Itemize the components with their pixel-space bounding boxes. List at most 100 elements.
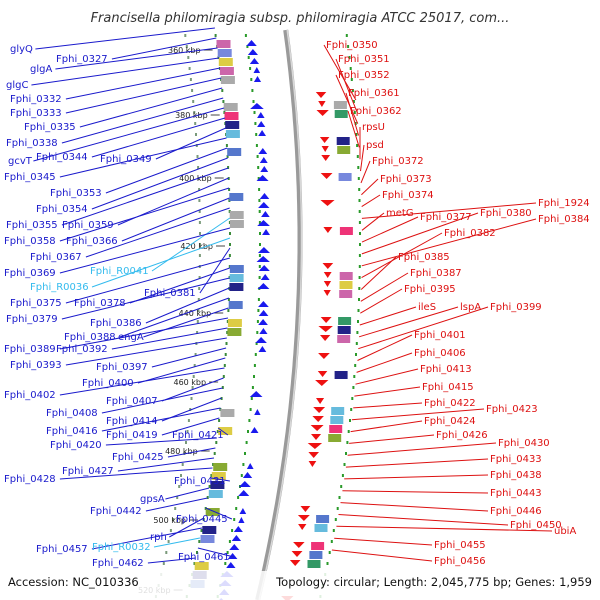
gene-label[interactable]: Fphi_0422 xyxy=(424,398,476,409)
gene-label[interactable]: Fphi_0366 xyxy=(66,236,118,247)
gene-label[interactable]: Fphi_0362 xyxy=(350,106,402,117)
gene-label[interactable]: Fphi_R0036 xyxy=(30,282,89,293)
gene-label[interactable]: Fphi_0402 xyxy=(4,390,56,401)
gene-label[interactable]: Fphi_0462 xyxy=(92,558,144,569)
gene-label[interactable]: Fphi_0354 xyxy=(36,204,88,215)
gene-label[interactable]: glyQ xyxy=(10,44,33,55)
gene-label[interactable]: Fphi_0358 xyxy=(4,236,56,247)
gene-label[interactable]: Fphi_0433 xyxy=(490,454,542,465)
gene-label[interactable]: Fphi_0388 xyxy=(64,332,116,343)
gene-label[interactable]: gcvT xyxy=(8,156,33,167)
gene-label[interactable]: metG xyxy=(386,208,414,219)
gene-label[interactable]: Fphi_0393 xyxy=(10,360,62,371)
gene-label[interactable]: Fphi_0423 xyxy=(486,404,538,415)
gene-label[interactable]: Fphi_0442 xyxy=(90,506,142,517)
gene-label[interactable]: Fphi_0349 xyxy=(100,154,152,165)
gene-label[interactable]: Fphi_0375 xyxy=(10,298,62,309)
gene-label[interactable]: Fphi_0406 xyxy=(414,348,466,359)
leader-line xyxy=(59,467,213,480)
gene-label[interactable]: Fphi_0401 xyxy=(414,330,466,341)
gene-label[interactable]: Fphi_0361 xyxy=(348,88,400,99)
gene-label[interactable]: Fphi_0333 xyxy=(10,108,62,119)
ring-dot xyxy=(358,210,361,213)
gene-label[interactable]: Fphi_0367 xyxy=(30,252,82,263)
gene-label[interactable]: Fphi_0373 xyxy=(380,174,432,185)
gene-label[interactable]: Fphi_0438 xyxy=(490,470,542,481)
gene-label[interactable]: Fphi_0392 xyxy=(56,344,108,355)
gene-label[interactable]: Fphi_R0032 xyxy=(92,542,151,553)
gene-label[interactable]: Fphi_0455 xyxy=(434,540,486,551)
gene-label[interactable]: Fphi_0335 xyxy=(24,122,76,133)
gene-label[interactable]: gpsA xyxy=(140,494,165,505)
gene-label[interactable]: Fphi_R0041 xyxy=(90,266,149,277)
gene-label[interactable]: Fphi_0419 xyxy=(106,430,158,441)
forward-gene-arrow xyxy=(259,157,268,163)
gene-label[interactable]: Fphi_0369 xyxy=(4,268,56,279)
gene-label[interactable]: glgC xyxy=(6,80,28,91)
gene-label[interactable]: Fphi_0456 xyxy=(434,556,486,567)
gene-label[interactable]: Fphi_0380 xyxy=(480,208,532,219)
gene-label[interactable]: Fphi_0344 xyxy=(36,152,88,163)
gene-label[interactable]: Fphi_0397 xyxy=(96,362,148,373)
gene-label[interactable]: Fphi_0389 xyxy=(4,344,56,355)
gene-label[interactable]: Fphi_0332 xyxy=(10,94,62,105)
gene-label[interactable]: Fphi_0421 xyxy=(172,430,224,441)
gene-label[interactable]: Fphi_0382 xyxy=(444,228,496,239)
gene-label[interactable]: Fphi_0428 xyxy=(4,474,56,485)
reverse-gene-arrow xyxy=(298,524,307,530)
gene-label[interactable]: Fphi_0400 xyxy=(82,378,134,389)
gene-label[interactable]: Fphi_0431 xyxy=(174,476,226,487)
gene-label[interactable]: Fphi_0327 xyxy=(56,54,108,65)
gene-label[interactable]: ubiA xyxy=(554,526,576,537)
reverse-gene-arrow xyxy=(315,380,329,386)
gene-label[interactable]: Fphi_0424 xyxy=(424,416,476,427)
ring-dot xyxy=(221,89,224,92)
gene-label[interactable]: Fphi_0378 xyxy=(74,298,126,309)
gene-label[interactable]: Fphi_0415 xyxy=(422,382,474,393)
gene-label[interactable]: Fphi_0353 xyxy=(50,188,102,199)
gene-label[interactable]: engA xyxy=(118,332,144,343)
gene-label[interactable]: Fphi_0420 xyxy=(50,440,102,451)
gene-label[interactable]: Fphi_0414 xyxy=(106,416,158,427)
gene-label[interactable]: Fphi_0413 xyxy=(420,364,472,375)
gene-label[interactable]: Fphi_0384 xyxy=(538,214,590,225)
gene-label[interactable]: Fphi_0427 xyxy=(62,466,114,477)
gene-label[interactable]: Fphi_0443 xyxy=(490,488,542,499)
gene-label[interactable]: Fphi_0457 xyxy=(36,544,88,555)
gene-label[interactable]: Fphi_0352 xyxy=(338,70,390,81)
gene-label[interactable]: glgA xyxy=(30,64,52,75)
gene-label[interactable]: Fphi_0425 xyxy=(112,452,164,463)
gene-label[interactable]: Fphi_0351 xyxy=(338,54,390,65)
gene-label[interactable]: psd xyxy=(366,140,384,151)
gene-label[interactable]: Fphi_1924 xyxy=(538,198,590,209)
gene-label[interactable]: Fphi_0426 xyxy=(436,430,488,441)
gene-label[interactable]: Fphi_0385 xyxy=(398,252,450,263)
forward-feature-block xyxy=(213,463,228,471)
gene-label[interactable]: Fphi_0430 xyxy=(498,438,550,449)
gene-label[interactable]: rpsU xyxy=(362,122,385,133)
gene-label[interactable]: Fphi_0359 xyxy=(62,220,114,231)
gene-label[interactable]: Fphi_0355 xyxy=(6,220,58,231)
gene-label[interactable]: Fphi_0445 xyxy=(176,514,228,525)
gene-label[interactable]: Fphi_0407 xyxy=(106,396,158,407)
gene-label[interactable]: Fphi_0374 xyxy=(382,190,434,201)
gene-label[interactable]: Fphi_0395 xyxy=(404,284,456,295)
gene-label[interactable]: Fphi_0399 xyxy=(490,302,542,313)
gene-label[interactable]: Fphi_0450 xyxy=(510,520,562,531)
gene-label[interactable]: Fphi_0377 xyxy=(420,212,472,223)
gene-label[interactable]: rph xyxy=(150,532,167,543)
gene-label[interactable]: Fphi_0387 xyxy=(410,268,462,279)
gene-label[interactable]: ileS xyxy=(418,302,436,313)
gene-label[interactable]: Fphi_0386 xyxy=(90,318,142,329)
gene-label[interactable]: Fphi_0381 xyxy=(144,288,196,299)
gene-label[interactable]: Fphi_0372 xyxy=(372,156,424,167)
gene-label[interactable]: Fphi_0446 xyxy=(490,506,542,517)
gene-label[interactable]: Fphi_0345 xyxy=(4,172,56,183)
gene-label[interactable]: Fphi_0350 xyxy=(326,40,378,51)
gene-label[interactable]: Fphi_0379 xyxy=(6,314,58,325)
gene-label[interactable]: lspA xyxy=(460,302,481,313)
gene-label[interactable]: Fphi_0416 xyxy=(46,426,98,437)
gene-label[interactable]: Fphi_0338 xyxy=(6,138,58,149)
gene-label[interactable]: Fphi_0408 xyxy=(46,408,98,419)
gene-label[interactable]: Fphi_0461 xyxy=(178,552,230,563)
